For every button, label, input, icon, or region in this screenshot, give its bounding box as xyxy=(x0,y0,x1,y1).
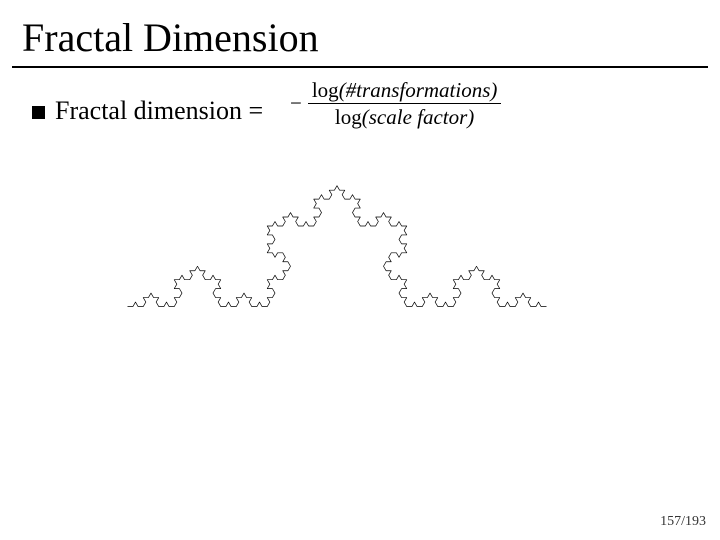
bullet-row: Fractal dimension = xyxy=(32,96,263,126)
koch-curve xyxy=(122,168,552,318)
page-number: 157/193 xyxy=(660,514,706,530)
page-current: 157 xyxy=(660,514,681,529)
formula-fraction: log(#transformations) log(scale factor) xyxy=(308,78,502,129)
page-title: Fractal Dimension xyxy=(22,14,319,61)
title-underline xyxy=(12,66,708,68)
formula-denominator: log(scale factor) xyxy=(331,104,478,129)
koch-polyline xyxy=(128,186,547,307)
square-bullet-icon xyxy=(32,106,45,119)
koch-curve-svg xyxy=(122,168,552,318)
bullet-text: Fractal dimension = xyxy=(55,96,263,126)
formula-den-arg: (scale factor) xyxy=(362,105,475,129)
formula-num-arg: (#transformations) xyxy=(339,78,498,102)
formula: − log(#transformations) log(scale factor… xyxy=(290,78,501,129)
slide: Fractal Dimension Fractal dimension = − … xyxy=(0,0,720,540)
formula-den-fn: log xyxy=(335,105,362,129)
formula-numerator: log(#transformations) xyxy=(308,78,502,103)
formula-num-fn: log xyxy=(312,78,339,102)
page-total: 193 xyxy=(685,514,706,529)
formula-sign: − xyxy=(290,91,302,116)
